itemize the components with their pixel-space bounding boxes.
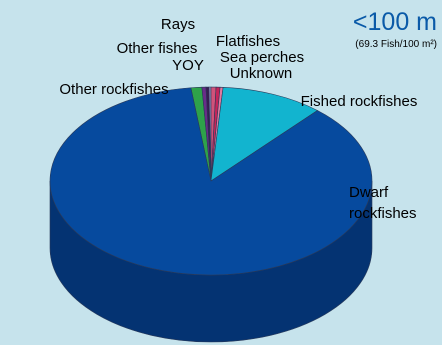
slice-dwarf-rockfishes <box>49 87 373 276</box>
label-other-fishes: Other fishes <box>117 40 198 57</box>
label-dwarf-line1: Dwarf <box>349 184 389 201</box>
label-rays: Rays <box>161 16 195 33</box>
label-unknown: Unknown <box>230 65 293 82</box>
chart-title: <100 m <box>353 8 437 36</box>
label-dwarf-line2: rockfishes <box>349 205 417 222</box>
label-sea-perches: Sea perches <box>220 49 304 66</box>
label-flatfishes: Flatfishes <box>216 33 280 50</box>
label-yoy: YOY <box>172 57 204 74</box>
slice-fished-rockfishes <box>210 86 319 182</box>
label-fished-rockfishes: Fished rockfishes <box>301 93 418 110</box>
chart-subtitle: (69.3 Fish/100 m²) <box>355 39 437 50</box>
pie-group <box>49 86 373 343</box>
label-other-rockfishes: Other rockfishes <box>59 81 168 98</box>
